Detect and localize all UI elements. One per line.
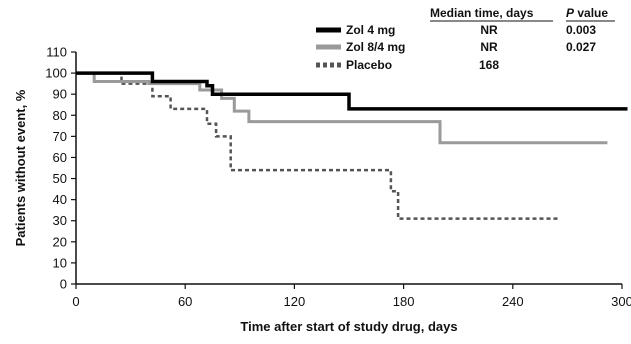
x-axis-ticks: 0 60 120 180 240 300 (72, 284, 631, 309)
y-tick-label: 110 (46, 45, 67, 60)
y-tick-label: 20 (53, 234, 67, 249)
median-placebo: 168 (479, 58, 499, 72)
series-line-placebo (76, 71, 559, 220)
y-axis-ticks: 0 10 20 30 40 50 60 70 80 90 100 110 (45, 45, 76, 292)
y-tick-label: 90 (53, 87, 67, 102)
table-header-median: Median time, days (430, 6, 534, 20)
y-tick-label: 80 (53, 108, 67, 123)
legend-label-zol-8-4-mg: Zol 8/4 mg (346, 40, 405, 54)
p-value-zol-4-mg: 0.003 (566, 23, 596, 37)
x-tick-label: 300 (611, 294, 631, 309)
y-tick-label: 30 (53, 213, 67, 228)
x-axis-label: Time after start of study drug, days (240, 319, 457, 334)
y-tick-label: 0 (60, 277, 67, 292)
y-tick-label: 50 (53, 171, 67, 186)
table-header-p-value: P value (566, 6, 608, 20)
series-line-zol-4-mg (76, 71, 628, 111)
x-tick-label: 60 (178, 294, 192, 309)
p-value-zol-8-4-mg: 0.027 (566, 40, 596, 54)
median-zol-8-4-mg: NR (480, 40, 498, 54)
x-tick-label: 120 (284, 294, 306, 309)
y-tick-label: 100 (45, 66, 67, 81)
median-zol-4-mg: NR (480, 23, 498, 37)
legend: Median time, days P value Zol 4 mg NR 0.… (316, 6, 615, 72)
legend-label-zol-4-mg: Zol 4 mg (346, 23, 395, 37)
x-tick-label: 0 (72, 294, 79, 309)
y-tick-label: 10 (53, 255, 67, 270)
x-tick-label: 240 (502, 294, 524, 309)
y-tick-label: 70 (53, 129, 67, 144)
y-tick-label: 60 (53, 150, 67, 165)
y-tick-label: 40 (53, 192, 67, 207)
y-axis-label: Patients without event, % (13, 89, 28, 246)
legend-label-placebo: Placebo (346, 58, 392, 72)
x-tick-label: 180 (393, 294, 415, 309)
